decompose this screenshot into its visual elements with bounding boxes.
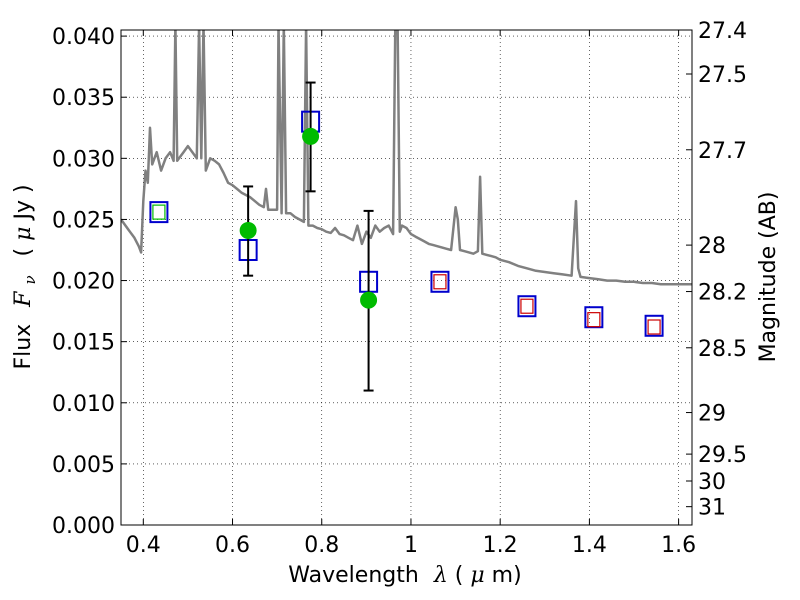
y-tick-label: 0.005	[52, 453, 115, 478]
y-axis-title: Flux F ν ( μ Jy )	[11, 184, 41, 369]
blue-square-point	[644, 314, 664, 337]
x-tick-label: 1	[404, 533, 418, 558]
red-square-point	[520, 298, 534, 314]
y2-tick-label: 28	[698, 234, 726, 259]
x-axis-label: Wavelength	[288, 563, 419, 588]
y2-tick-label: 27.7	[698, 139, 747, 164]
y-axis-symbol-subscript: ν	[21, 275, 39, 284]
blue-square-point	[149, 201, 169, 224]
red-square-point	[647, 319, 661, 335]
x-tick-label: 1.6	[661, 533, 696, 558]
y2-tick-label: 27.5	[698, 63, 747, 88]
x-tick-label: 0.8	[304, 533, 339, 558]
y2-tick-label: 31	[698, 496, 726, 521]
red-square-point	[587, 312, 601, 328]
y2-tick-label: 28.2	[698, 281, 747, 306]
y-axis-unit-open: (	[11, 241, 36, 257]
y-tick-label: 0.030	[52, 147, 115, 172]
x-axis-unit-mu: μ	[470, 563, 484, 588]
y2-tick-label: 27.4	[698, 19, 747, 44]
grid-lines	[121, 30, 692, 526]
blue-square-point	[517, 295, 537, 318]
y2-tick-label: 30	[698, 470, 726, 495]
y-axis-unit-mu: μ	[11, 227, 36, 241]
red-square-point	[433, 274, 447, 290]
x-tick-label: 0.4	[126, 533, 161, 558]
y-tick-label: 0.015	[52, 331, 115, 356]
green-point	[239, 221, 257, 239]
plot-frame	[120, 29, 693, 526]
green-point	[302, 127, 320, 145]
plot-area	[121, 30, 692, 392]
y-tick-label: 0.040	[52, 25, 115, 50]
y-tick-label: 0.025	[52, 208, 115, 233]
y-tick-label: 0.020	[52, 270, 115, 295]
sed-model-line	[121, 30, 692, 286]
y-tick-label: 0.035	[52, 86, 115, 111]
x-tick-label: 1.4	[572, 533, 607, 558]
y-axis-unit-close: Jy )	[11, 184, 36, 221]
blue-square-point	[430, 270, 450, 293]
y2-axis-title: Magnitude (AB)	[756, 192, 781, 363]
y-tick-label: 0.000	[52, 514, 115, 539]
x-axis-unit-open: (	[455, 563, 464, 588]
green-point	[360, 291, 378, 309]
y2-tick-label: 28.5	[698, 337, 747, 362]
x-axis-unit-close: m)	[492, 563, 522, 588]
x-axis-symbol: λ	[433, 563, 448, 588]
green-square-point	[152, 204, 166, 220]
axes-ticks: 0.4 0.6 0.8 1 1.2 1.4 1.6 0.000 0.005 0.010 0.015 0…	[52, 19, 747, 558]
x-tick-label: 0.6	[215, 533, 250, 558]
y2-tick-label: 29.5	[698, 443, 747, 468]
y-axis-symbol: F	[11, 291, 36, 308]
y-tick-label: 0.010	[52, 392, 115, 417]
y2-tick-label: 29	[698, 402, 726, 427]
x-tick-label: 1.2	[483, 533, 518, 558]
y-axis-label: Flux	[11, 324, 36, 370]
x-axis-title: Wavelength λ ( μ m)	[288, 563, 521, 588]
